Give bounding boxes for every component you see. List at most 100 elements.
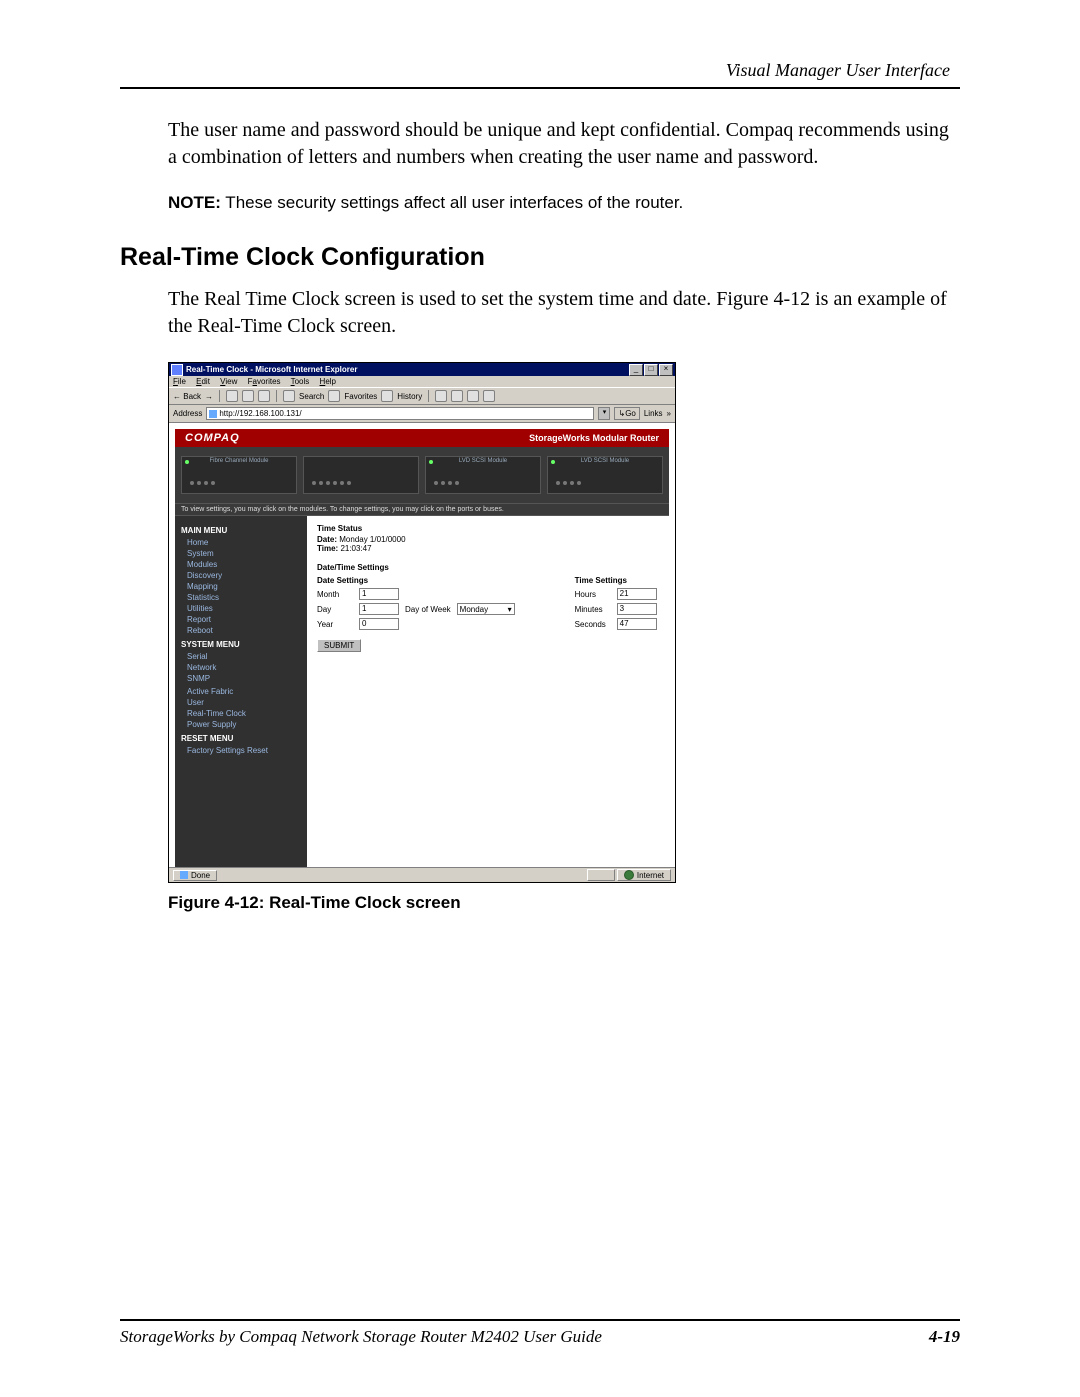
main-panel: Time Status Date: Monday 1/01/0000 Time:…	[307, 516, 669, 867]
sidebar-item-statistics[interactable]: Statistics	[181, 592, 301, 603]
menu-view[interactable]: View	[220, 377, 237, 386]
status-done: Done	[173, 870, 217, 881]
sidebar-item-network[interactable]: Network	[181, 662, 301, 673]
sidebar-item-serial[interactable]: Serial	[181, 651, 301, 662]
sidebar-item-home[interactable]: Home	[181, 537, 301, 548]
menu-favorites[interactable]: Favorites	[248, 377, 281, 386]
module-scsi-1[interactable]: LVD SCSI Module	[425, 456, 541, 494]
links-label[interactable]: Links	[644, 409, 663, 418]
sidebar-main-hdr: MAIN MENU	[181, 526, 301, 535]
sidebar-item-factory-reset[interactable]: Factory Settings Reset	[181, 745, 301, 756]
minimize-button[interactable]: _	[629, 364, 643, 376]
favorites-icon[interactable]	[328, 390, 340, 402]
day-label: Day	[317, 605, 353, 614]
module-scsi-2[interactable]: LVD SCSI Module	[547, 456, 663, 494]
product-name: StorageWorks Modular Router	[529, 433, 659, 443]
sidebar-item-reboot[interactable]: Reboot	[181, 625, 301, 636]
page-icon	[209, 410, 217, 418]
status-bar: Done Internet	[169, 867, 675, 882]
address-label: Address	[173, 409, 202, 418]
brand-logo: COMPAQ	[185, 432, 240, 444]
address-input[interactable]: http://192.168.100.131/	[206, 407, 594, 420]
seconds-input[interactable]: 47	[617, 618, 657, 630]
favorites-label: Favorites	[344, 392, 377, 401]
sidebar-item-utilities[interactable]: Utilities	[181, 603, 301, 614]
date-settings-hdr: Date Settings	[317, 576, 515, 585]
intro-paragraph: The user name and password should be uni…	[168, 117, 960, 171]
seconds-label: Seconds	[575, 620, 611, 629]
menu-edit[interactable]: Edit	[196, 377, 210, 386]
status-time: Time: 21:03:47	[317, 544, 659, 553]
sidebar-item-snmp[interactable]: SNMP	[181, 673, 301, 684]
print-icon[interactable]	[451, 390, 463, 402]
menu-file[interactable]: File	[173, 377, 186, 386]
time-settings-col: Time Settings Hours 21 Minutes 3	[575, 574, 657, 652]
history-icon[interactable]	[381, 390, 393, 402]
sidebar-item-modules[interactable]: Modules	[181, 559, 301, 570]
close-button[interactable]: ×	[659, 364, 673, 376]
address-dropdown[interactable]: ▾	[598, 407, 610, 420]
time-settings-hdr: Time Settings	[575, 576, 657, 585]
header-rule	[120, 87, 960, 89]
refresh-icon[interactable]	[242, 390, 254, 402]
sidebar-item-report[interactable]: Report	[181, 614, 301, 625]
maximize-button[interactable]: □	[644, 364, 658, 376]
module-empty[interactable]	[303, 456, 419, 494]
ie-window: Real-Time Clock - Microsoft Internet Exp…	[168, 362, 676, 883]
day-input[interactable]: 1	[359, 603, 399, 615]
month-input[interactable]: 1	[359, 588, 399, 600]
page-footer: StorageWorks by Compaq Network Storage R…	[120, 1319, 960, 1347]
sidebar: MAIN MENU Home System Modules Discovery …	[175, 516, 307, 867]
settings-hdr: Date/Time Settings	[317, 563, 659, 572]
year-input[interactable]: 0	[359, 618, 399, 630]
month-label: Month	[317, 590, 353, 599]
submit-button[interactable]: SUBMIT	[317, 639, 361, 652]
year-label: Year	[317, 620, 353, 629]
dow-select[interactable]: Monday▾	[457, 603, 515, 615]
hours-input[interactable]: 21	[617, 588, 657, 600]
sidebar-item-discovery[interactable]: Discovery	[181, 570, 301, 581]
footer-book-title: StorageWorks by Compaq Network Storage R…	[120, 1327, 602, 1347]
footer-page-number: 4-19	[929, 1327, 960, 1347]
window-titlebar: Real-Time Clock - Microsoft Internet Exp…	[169, 363, 675, 376]
minutes-label: Minutes	[575, 605, 611, 614]
menu-tools[interactable]: Tools	[291, 377, 310, 386]
sidebar-sys-hdr: SYSTEM MENU	[181, 640, 301, 649]
sidebar-item-system[interactable]: System	[181, 548, 301, 559]
sidebar-item-power[interactable]: Power Supply	[181, 719, 301, 730]
globe-icon	[624, 870, 634, 880]
section-heading: Real-Time Clock Configuration	[120, 243, 960, 272]
sidebar-item-mapping[interactable]: Mapping	[181, 581, 301, 592]
done-icon	[180, 871, 188, 879]
mail-icon[interactable]	[435, 390, 447, 402]
ie-icon	[171, 364, 183, 376]
back-button[interactable]: ← Back	[173, 392, 201, 401]
forward-button[interactable]: →	[205, 392, 213, 401]
note-label: NOTE:	[168, 193, 221, 212]
page-content: COMPAQ StorageWorks Modular Router Fibre…	[169, 423, 675, 867]
page-banner: COMPAQ StorageWorks Modular Router	[175, 429, 669, 447]
module-hint: To view settings, you may click on the m…	[175, 504, 669, 516]
discuss-icon[interactable]	[483, 390, 495, 402]
address-url: http://192.168.100.131/	[219, 409, 301, 418]
time-status-hdr: Time Status	[317, 524, 659, 533]
go-button[interactable]: ↳Go	[614, 407, 639, 420]
menu-help[interactable]: Help	[320, 377, 336, 386]
search-icon[interactable]	[283, 390, 295, 402]
links-chevron: »	[667, 409, 671, 418]
history-label: History	[397, 392, 422, 401]
edit-icon[interactable]	[467, 390, 479, 402]
section-paragraph: The Real Time Clock screen is used to se…	[168, 286, 960, 340]
hours-label: Hours	[575, 590, 611, 599]
figure-screenshot: Real-Time Clock - Microsoft Internet Exp…	[168, 362, 960, 883]
sidebar-item-active-fabric[interactable]: Active Fabric	[181, 686, 301, 697]
sidebar-item-rtc[interactable]: Real-Time Clock	[181, 708, 301, 719]
status-date: Date: Monday 1/01/0000	[317, 535, 659, 544]
status-pane-1	[587, 869, 615, 881]
stop-icon[interactable]	[226, 390, 238, 402]
dow-label: Day of Week	[405, 605, 451, 614]
sidebar-item-user[interactable]: User	[181, 697, 301, 708]
home-icon[interactable]	[258, 390, 270, 402]
minutes-input[interactable]: 3	[617, 603, 657, 615]
module-fc[interactable]: Fibre Channel Module	[181, 456, 297, 494]
